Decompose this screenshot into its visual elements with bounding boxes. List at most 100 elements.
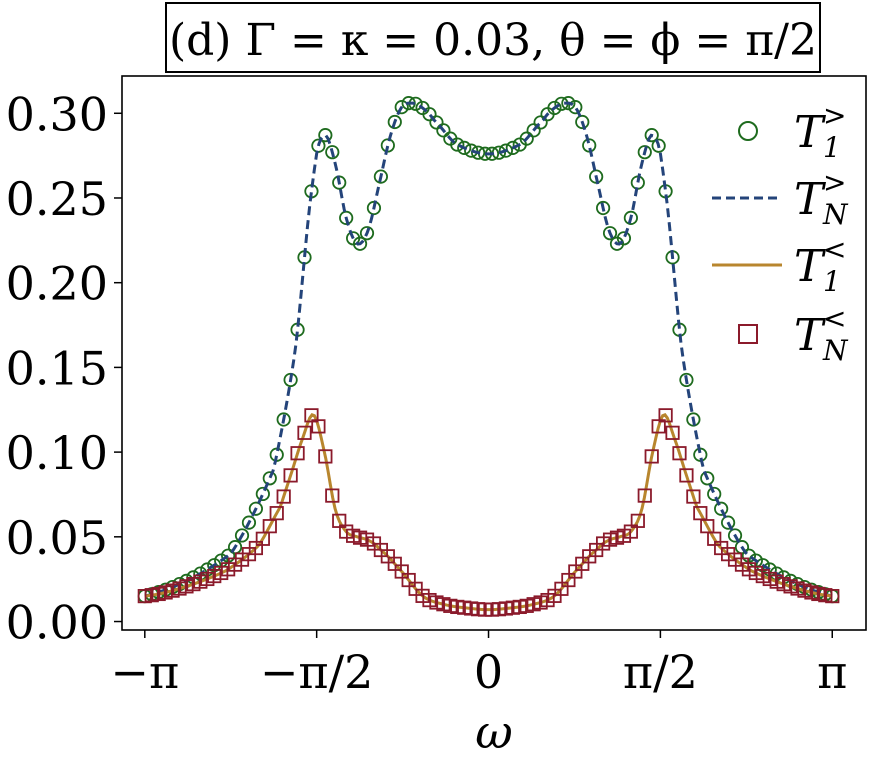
y-tick-label: 0.15 [6, 341, 108, 395]
marker-point [547, 100, 562, 116]
marker-point [686, 489, 701, 504]
marker-point [457, 140, 472, 155]
marker-point [276, 489, 291, 504]
x-tick-label: π [817, 645, 847, 699]
legend-marker [738, 121, 758, 141]
marker-point [311, 419, 326, 434]
marker-point [561, 96, 576, 111]
marker-point [262, 471, 277, 486]
series-line-TN> [144, 101, 833, 598]
series-TN< [137, 408, 840, 617]
marker-point [602, 226, 618, 241]
plot-series [137, 96, 840, 617]
marker-point [234, 528, 250, 543]
legend-entry-T1<: T 1< [712, 233, 846, 298]
marker-point [464, 143, 479, 158]
legend-label-sub: 1 [823, 265, 841, 298]
legend-label-sup: < [823, 233, 846, 266]
marker-point [568, 100, 583, 115]
y-tick-label: 0.30 [6, 87, 108, 141]
marker-point [248, 501, 264, 516]
x-tick-label: −π [110, 645, 179, 699]
marker-point [450, 137, 465, 152]
series-line-T1< [144, 413, 833, 612]
marker-point [387, 114, 402, 130]
marker-point [241, 515, 257, 530]
marker-point [825, 589, 840, 604]
marker-point [359, 226, 375, 241]
legend-label: T [794, 107, 827, 158]
legend-label: T [794, 174, 827, 225]
y-tick-label: 0.00 [6, 596, 108, 650]
marker-point [325, 145, 340, 160]
marker-point [679, 372, 694, 388]
marker-point [596, 200, 611, 216]
marker-point [318, 128, 333, 143]
marker-point [325, 488, 340, 503]
marker-point [471, 145, 486, 160]
marker-point [616, 231, 632, 246]
legend-label-sup: > [823, 99, 846, 132]
marker-point [720, 515, 736, 530]
marker-point [637, 488, 652, 503]
legend: T 1>T N>T 1<T N< [712, 99, 849, 367]
series-T1> [137, 96, 840, 604]
marker-point [714, 501, 729, 516]
series-TN> [144, 101, 833, 598]
chart-title: (d) Γ = κ = 0.03, θ = ϕ = π/2 [169, 15, 817, 66]
marker-point [498, 143, 513, 158]
legend-entry-T1>: T 1> [738, 99, 846, 164]
marker-point [422, 107, 437, 122]
legend-label-sub: N [822, 334, 849, 367]
marker-point [651, 138, 666, 153]
x-axis-label: ω [475, 705, 513, 759]
x-tick-label: π/2 [623, 645, 698, 699]
marker-point [672, 446, 687, 461]
marker-point [665, 425, 680, 440]
x-tick-label: −π/2 [260, 645, 374, 699]
legend-label: T [794, 241, 827, 292]
marker-point [686, 412, 701, 427]
marker-point [644, 449, 659, 464]
title-box [165, 2, 821, 73]
marker-point [276, 412, 291, 427]
marker-point [436, 123, 451, 138]
marker-point [727, 528, 743, 543]
marker-point [373, 169, 388, 184]
y-tick-label: 0.05 [6, 511, 108, 565]
marker-point [290, 446, 305, 461]
axis-ticks: 0.00 0.05 0.10 0.15 0.20 0.25 0.30 −π −π/2 0 π/2 π [6, 87, 848, 699]
marker-point [255, 486, 270, 502]
series-T1< [144, 413, 833, 612]
marker-point [519, 131, 534, 146]
marker-point [429, 115, 444, 130]
marker-point [644, 128, 659, 143]
marker-point [637, 145, 652, 160]
y-tick-label: 0.25 [6, 172, 108, 226]
legend-marker [738, 324, 758, 344]
marker-point [526, 123, 541, 138]
marker-point [505, 140, 520, 155]
legend-label-sub: 1 [823, 131, 841, 164]
marker-point [623, 210, 638, 225]
legend-entry-TN<: T N< [738, 302, 849, 367]
marker-point [318, 449, 333, 464]
marker-point [575, 114, 590, 130]
legend-label-sub: N [822, 198, 849, 231]
y-tick-label: 0.20 [6, 257, 108, 311]
marker-point [339, 210, 354, 225]
y-tick-label: 0.10 [6, 426, 108, 480]
marker-point [707, 486, 722, 502]
marker-point [394, 100, 409, 115]
legend-label: T [794, 310, 827, 361]
legend-entry-TN>: T N> [712, 166, 849, 231]
marker-point [630, 513, 645, 528]
marker-point [700, 471, 715, 486]
marker-point [283, 468, 298, 483]
marker-point [533, 115, 548, 130]
marker-point [297, 425, 312, 440]
marker-point [269, 506, 284, 521]
legend-label-sup: > [823, 166, 846, 199]
marker-point [658, 408, 673, 423]
